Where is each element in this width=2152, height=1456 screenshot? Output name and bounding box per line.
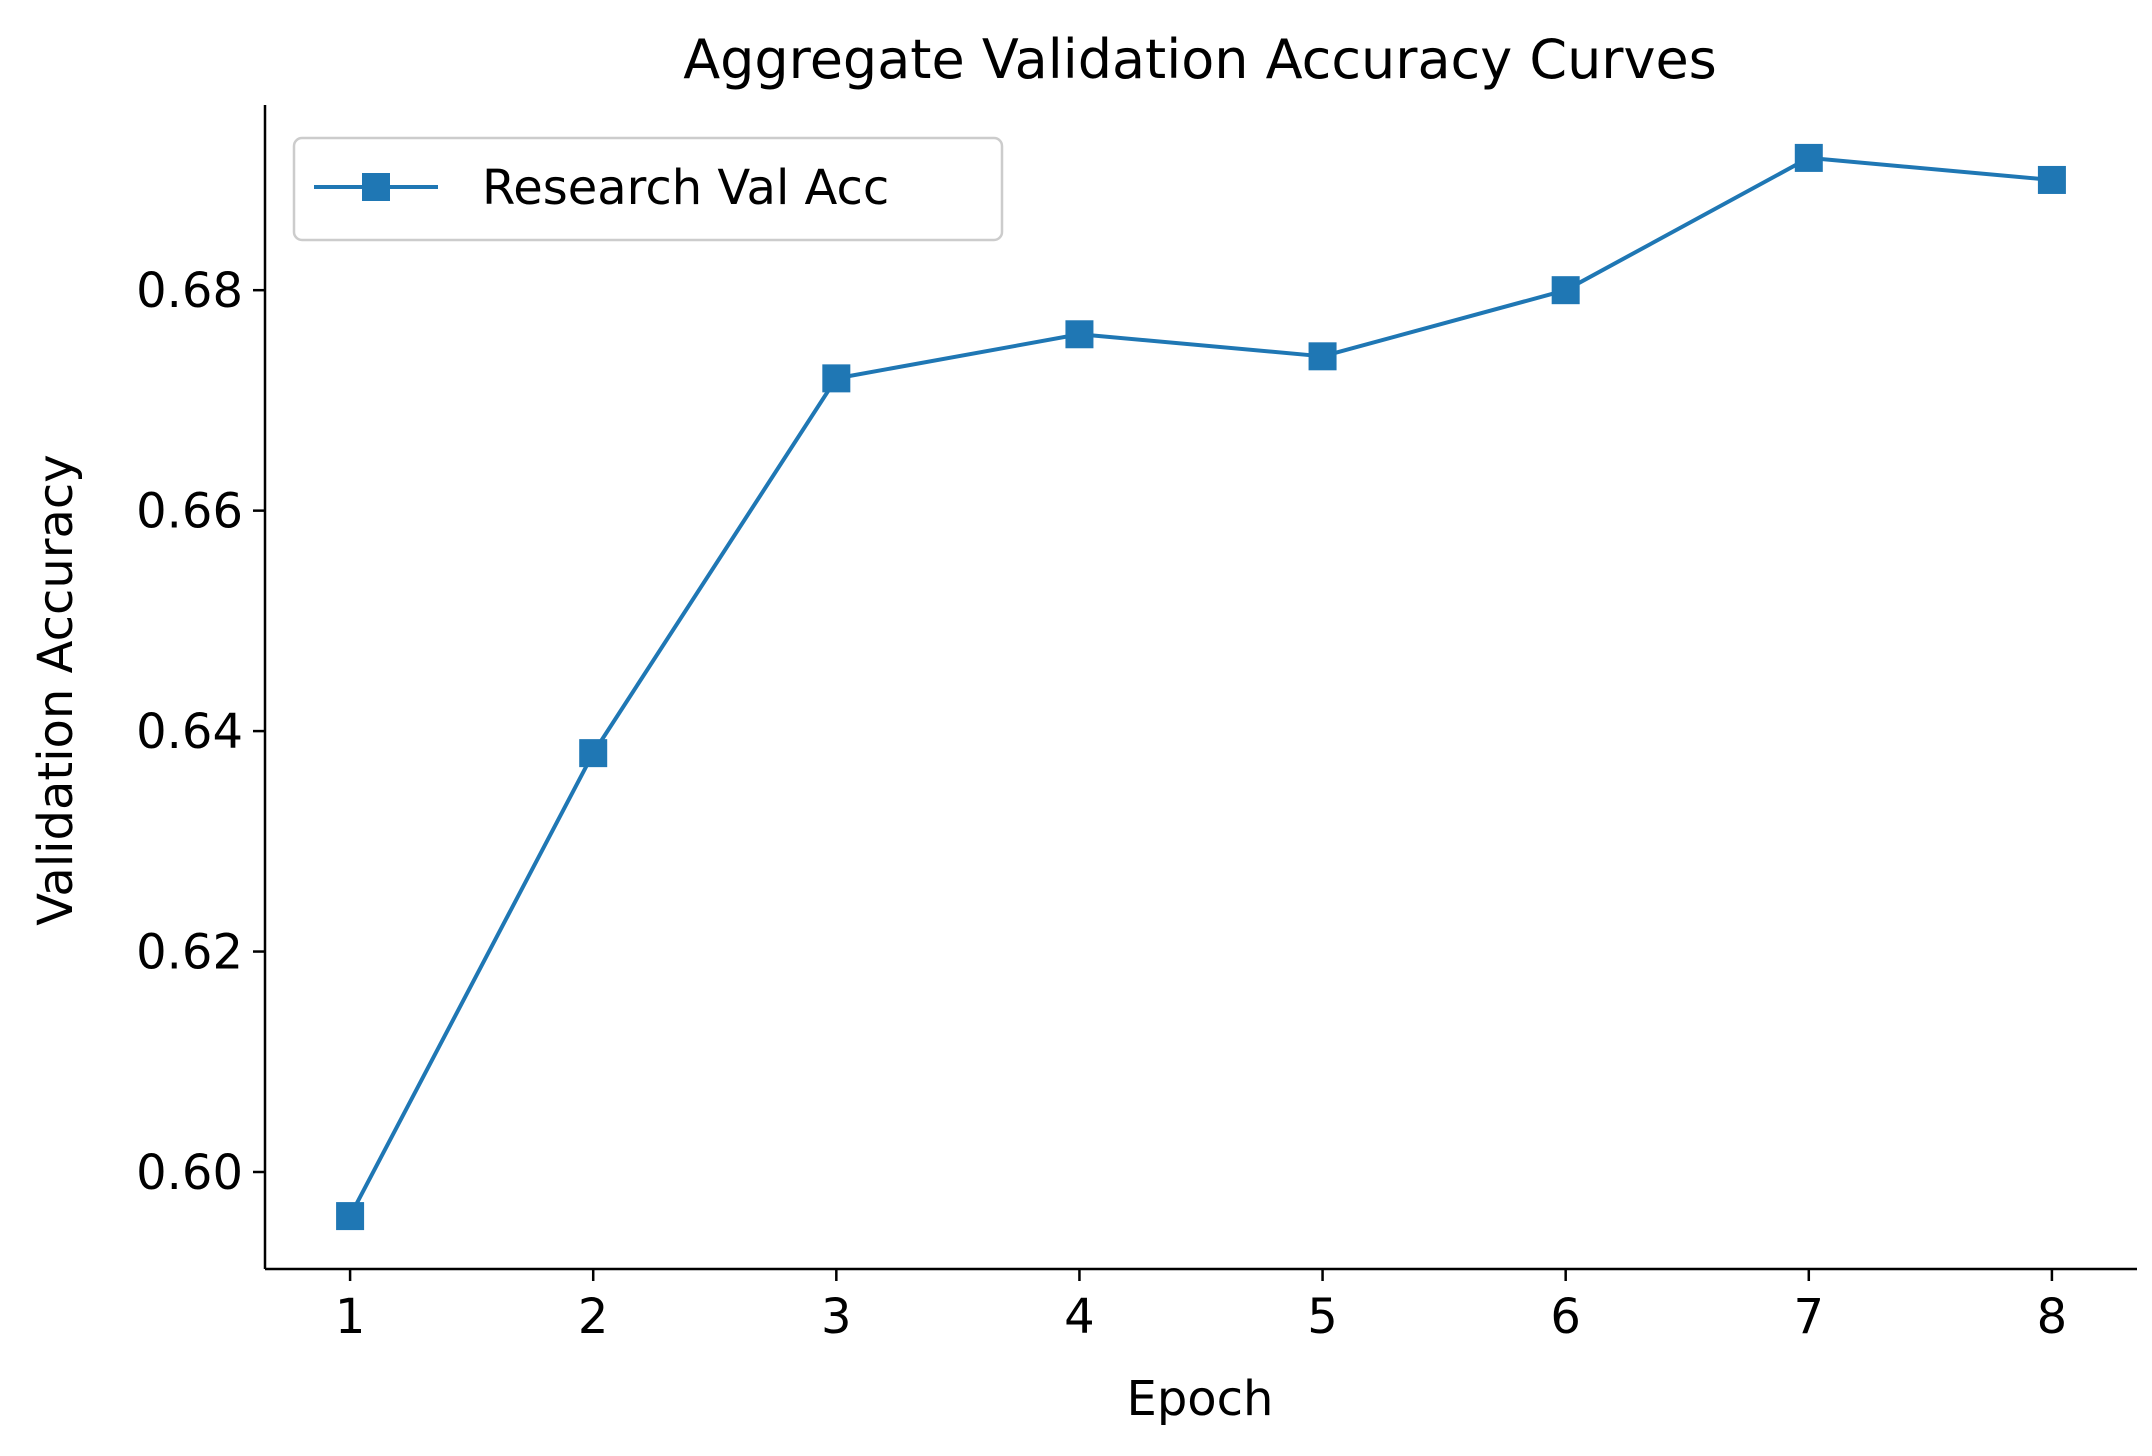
data-point-marker	[1794, 143, 1823, 172]
series-line	[348, 155, 2053, 1218]
legend-label: Research Val Acc	[482, 160, 889, 216]
data-point-marker	[1065, 320, 1094, 349]
y-axis-label: Validation Accuracy	[28, 454, 84, 925]
legend-box	[292, 136, 1004, 242]
data-point-marker	[336, 1202, 365, 1231]
data-point-marker	[1308, 342, 1337, 371]
data-point-marker	[1551, 276, 1580, 305]
x-tick-label: 8	[2037, 1289, 2068, 1345]
x-tick-label: 1	[335, 1289, 366, 1345]
x-axis-ticks: 1 2 3 4 5 6 7 8	[335, 1269, 2067, 1345]
x-tick-label: 6	[1550, 1289, 1581, 1345]
legend-marker-sample	[362, 173, 390, 201]
legend: Research Val Acc	[292, 136, 1004, 242]
y-tick-label: 0.64	[136, 704, 243, 760]
x-tick-label: 3	[821, 1289, 852, 1345]
y-tick-label: 0.68	[136, 263, 243, 319]
y-axis-ticks: 0.60 0.62 0.64 0.66 0.68	[136, 263, 265, 1201]
x-tick-label: 5	[1307, 1289, 1338, 1345]
data-point-marker	[579, 739, 608, 768]
x-tick-label: 2	[578, 1289, 609, 1345]
x-tick-label: 7	[1794, 1289, 1825, 1345]
x-axis-label: Epoch	[1127, 1371, 1274, 1427]
x-tick-label: 4	[1064, 1289, 1095, 1345]
y-tick-label: 0.62	[136, 925, 243, 981]
y-tick-label: 0.66	[136, 484, 243, 540]
series-layer	[336, 143, 2066, 1231]
y-tick-label: 0.60	[136, 1145, 243, 1201]
data-point-marker	[822, 364, 851, 393]
chart-title: Aggregate Validation Accuracy Curves	[683, 28, 1717, 91]
data-point-marker	[2037, 165, 2066, 194]
